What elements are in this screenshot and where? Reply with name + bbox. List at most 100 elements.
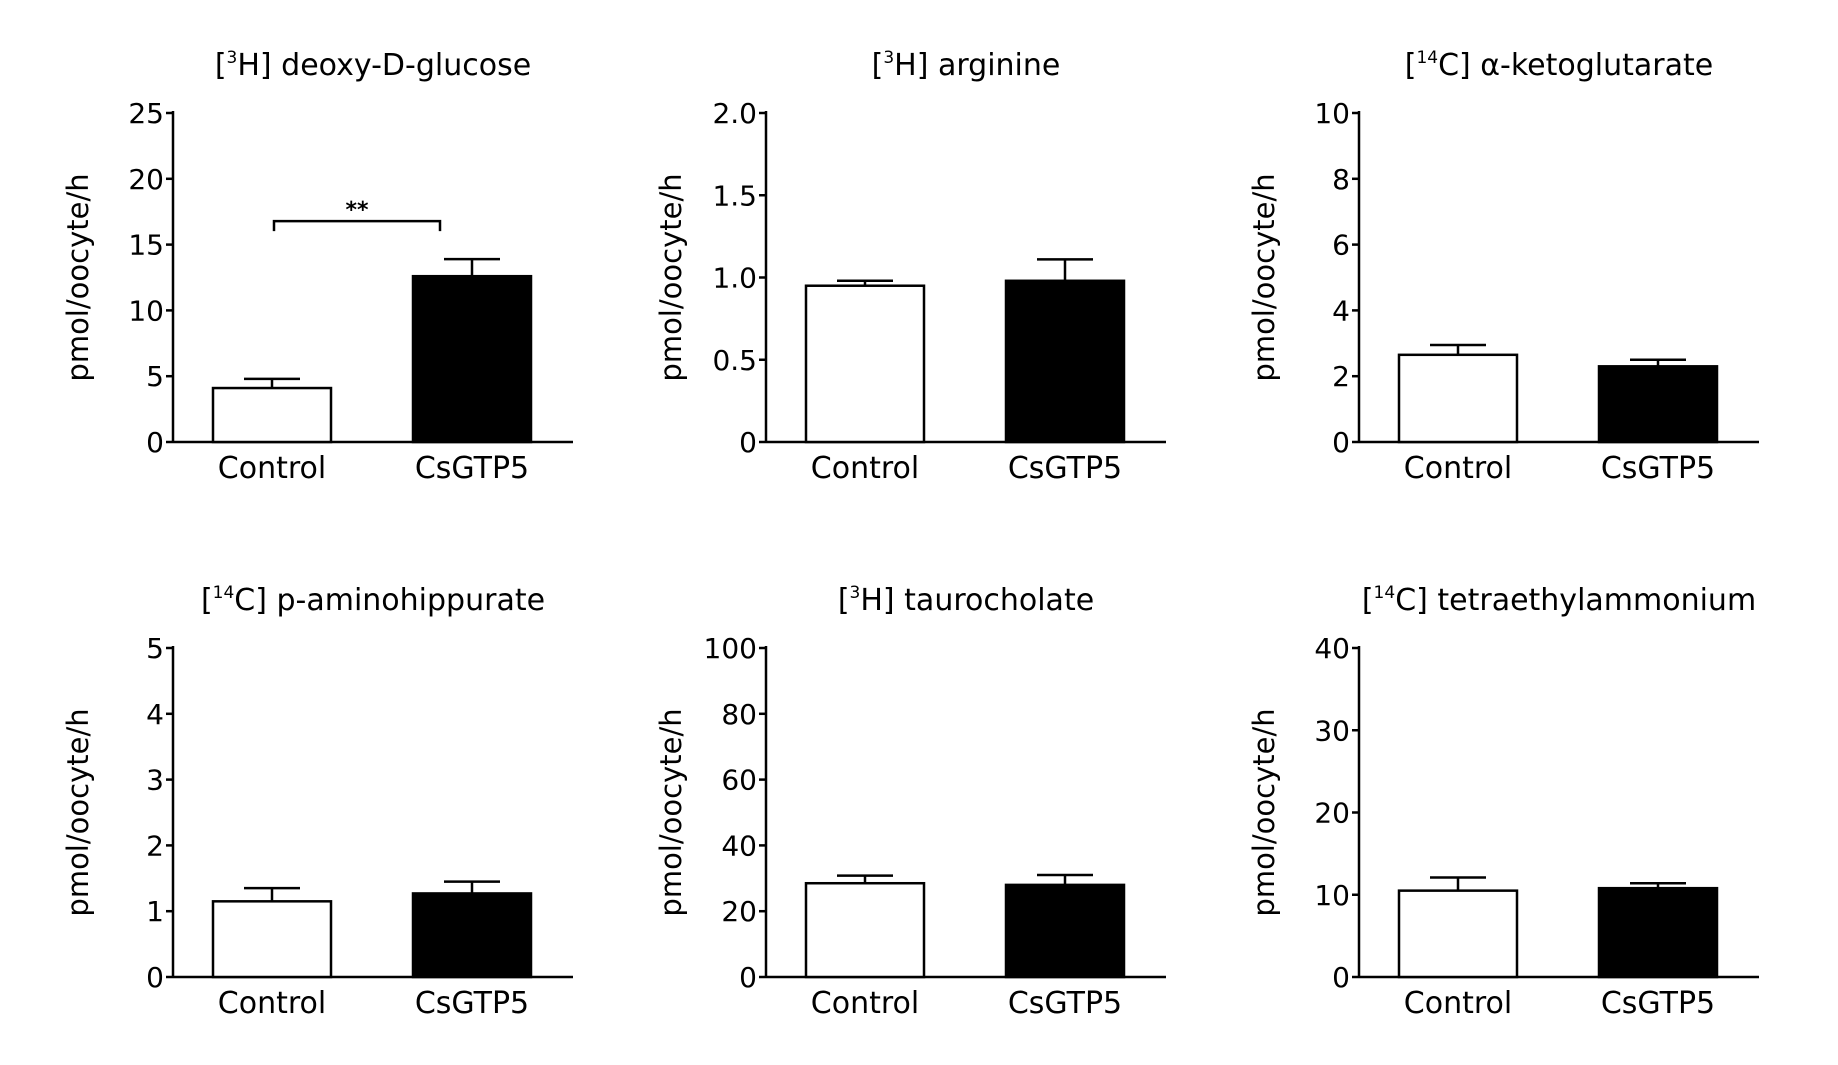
chart-title-text: C] tetraethylammonium xyxy=(1395,583,1756,618)
bar-control xyxy=(804,881,926,979)
bar-csgtp5 xyxy=(1004,279,1126,444)
chart-svg: [3H] deoxy-D-glucose pmol/oocyte/h 0 5 10 15 2… xyxy=(61,48,573,486)
y-tick-label: 0 xyxy=(1332,426,1350,459)
y-axis-label: pmol/oocyte/h xyxy=(1247,708,1281,916)
y-tick-label: 3 xyxy=(146,764,164,797)
y-axis-label: pmol/oocyte/h xyxy=(1247,173,1281,381)
bar-control xyxy=(211,386,333,444)
significance-bracket xyxy=(272,219,442,232)
x-category-label: CsGTP5 xyxy=(1008,451,1122,486)
bar-control xyxy=(1397,889,1519,979)
x-category-label: CsGTP5 xyxy=(415,451,529,486)
chart-title-isotope: 3 xyxy=(227,48,238,68)
x-category-label: CsGTP5 xyxy=(1601,986,1715,1021)
y-tick-label: 0 xyxy=(146,426,164,459)
y-tick-label: 1 xyxy=(146,895,164,928)
y-tick-label: 60 xyxy=(721,764,757,797)
chart-title-isotope: 14 xyxy=(1416,48,1438,68)
y-tick-label: 30 xyxy=(1314,714,1350,747)
chart-title-text: C] α-ketoglutarate xyxy=(1438,48,1713,83)
x-category-label: Control xyxy=(1404,986,1512,1021)
chart-title-text: H] deoxy-D-glucose xyxy=(237,48,531,83)
y-axis-label: pmol/oocyte/h xyxy=(654,173,688,381)
chart-title-bracket: [ xyxy=(838,583,850,618)
bar-csgtp5 xyxy=(1597,886,1719,979)
chart-title-isotope: 3 xyxy=(850,583,861,603)
chart-title-bracket: [ xyxy=(1405,48,1417,83)
chart-svg: [14C] α-ketoglutarate pmol/oocyte/h 0 2 4 6 8 1… xyxy=(1247,48,1759,486)
y-tick-label: 0 xyxy=(739,961,757,994)
chart-title-bracket: [ xyxy=(872,48,884,83)
chart-panel-taurocholate: [3H] taurocholate pmol/oocyte/h 0 20 40 60 80 1… xyxy=(633,565,1243,1065)
y-tick-label: 10 xyxy=(128,294,164,327)
y-tick-label: 5 xyxy=(146,632,164,665)
chart-title-text: C] p-aminohippurate xyxy=(234,583,545,618)
significance-label: ** xyxy=(345,198,369,223)
y-tick-label: 80 xyxy=(721,698,757,731)
y-tick-label: 2.0 xyxy=(712,97,757,130)
chart-title-bracket: [ xyxy=(201,583,213,618)
chart-svg: [14C] tetraethylammonium pmol/oocyte/h 0 10… xyxy=(1247,583,1759,1021)
x-category-label: Control xyxy=(811,451,919,486)
chart-svg: [3H] taurocholate pmol/oocyte/h 0 20 40 60 80 1… xyxy=(654,583,1166,1021)
x-category-label: Control xyxy=(218,451,326,486)
chart-panel-arginine: [3H] arginine pmol/oocyte/h 0 0.5 1.0 1.5 2.0 C… xyxy=(633,30,1243,530)
y-tick-label: 4 xyxy=(146,698,164,731)
chart-title: [3H] taurocholate xyxy=(838,583,1094,618)
y-axis-label: pmol/oocyte/h xyxy=(654,708,688,916)
chart-title-isotope: 14 xyxy=(1374,583,1396,603)
bar-csgtp5 xyxy=(1004,883,1126,979)
y-axis-label: pmol/oocyte/h xyxy=(61,173,95,381)
bar-control xyxy=(804,284,926,444)
y-tick-label: 8 xyxy=(1332,163,1350,196)
y-tick-label: 100 xyxy=(704,632,757,665)
y-tick-label: 0.5 xyxy=(712,344,757,377)
bar-control xyxy=(211,900,333,979)
y-tick-label: 6 xyxy=(1332,229,1350,262)
chart-title-isotope: 14 xyxy=(213,583,235,603)
chart-title: [14C] tetraethylammonium xyxy=(1362,583,1756,618)
chart-svg: [3H] arginine pmol/oocyte/h 0 0.5 1.0 1.5 2.0 C… xyxy=(654,48,1166,486)
y-tick-label: 10 xyxy=(1314,879,1350,912)
y-tick-label: 0 xyxy=(739,426,757,459)
y-tick-label: 20 xyxy=(128,163,164,196)
y-axis-label: pmol/oocyte/h xyxy=(61,708,95,916)
chart-panel-deoxy-glucose: [3H] deoxy-D-glucose pmol/oocyte/h 0 5 10 15 2… xyxy=(40,30,650,530)
chart-title-bracket: [ xyxy=(1362,583,1374,618)
chart-title-text: H] taurocholate xyxy=(860,583,1094,618)
x-category-label: Control xyxy=(1404,451,1512,486)
chart-panel-aminohippurate: [14C] p-aminohippurate pmol/oocyte/h 0 1 2 3 4… xyxy=(40,565,650,1065)
chart-title-isotope: 3 xyxy=(883,48,894,68)
y-tick-label: 2 xyxy=(1332,360,1350,393)
bar-csgtp5 xyxy=(1597,365,1719,444)
chart-title: [14C] p-aminohippurate xyxy=(201,583,545,618)
y-tick-label: 2 xyxy=(146,829,164,862)
y-tick-label: 15 xyxy=(128,229,164,262)
x-category-label: Control xyxy=(811,986,919,1021)
x-category-label: CsGTP5 xyxy=(1008,986,1122,1021)
y-tick-label: 1.5 xyxy=(712,179,757,212)
y-tick-label: 20 xyxy=(721,895,757,928)
y-tick-label: 4 xyxy=(1332,294,1350,327)
y-tick-label: 5 xyxy=(146,360,164,393)
y-tick-label: 10 xyxy=(1314,97,1350,130)
bar-csgtp5 xyxy=(411,892,533,979)
y-tick-label: 20 xyxy=(1314,797,1350,830)
bar-control xyxy=(1397,353,1519,444)
chart-title: [14C] α-ketoglutarate xyxy=(1405,48,1714,83)
chart-title: [3H] deoxy-D-glucose xyxy=(215,48,531,83)
y-tick-label: 0 xyxy=(1332,961,1350,994)
bar-csgtp5 xyxy=(411,274,533,444)
x-category-label: Control xyxy=(218,986,326,1021)
y-tick-label: 40 xyxy=(721,829,757,862)
chart-svg: [14C] p-aminohippurate pmol/oocyte/h 0 1 2 3 4… xyxy=(61,583,573,1021)
chart-title-text: H] arginine xyxy=(894,48,1060,83)
y-tick-label: 25 xyxy=(128,97,164,130)
chart-panel-tetraethylammonium: [14C] tetraethylammonium pmol/oocyte/h 0 10… xyxy=(1226,565,1836,1065)
chart-title-bracket: [ xyxy=(215,48,227,83)
y-tick-label: 1.0 xyxy=(712,262,757,295)
y-tick-label: 0 xyxy=(146,961,164,994)
x-category-label: CsGTP5 xyxy=(1601,451,1715,486)
x-category-label: CsGTP5 xyxy=(415,986,529,1021)
chart-title: [3H] arginine xyxy=(872,48,1061,83)
